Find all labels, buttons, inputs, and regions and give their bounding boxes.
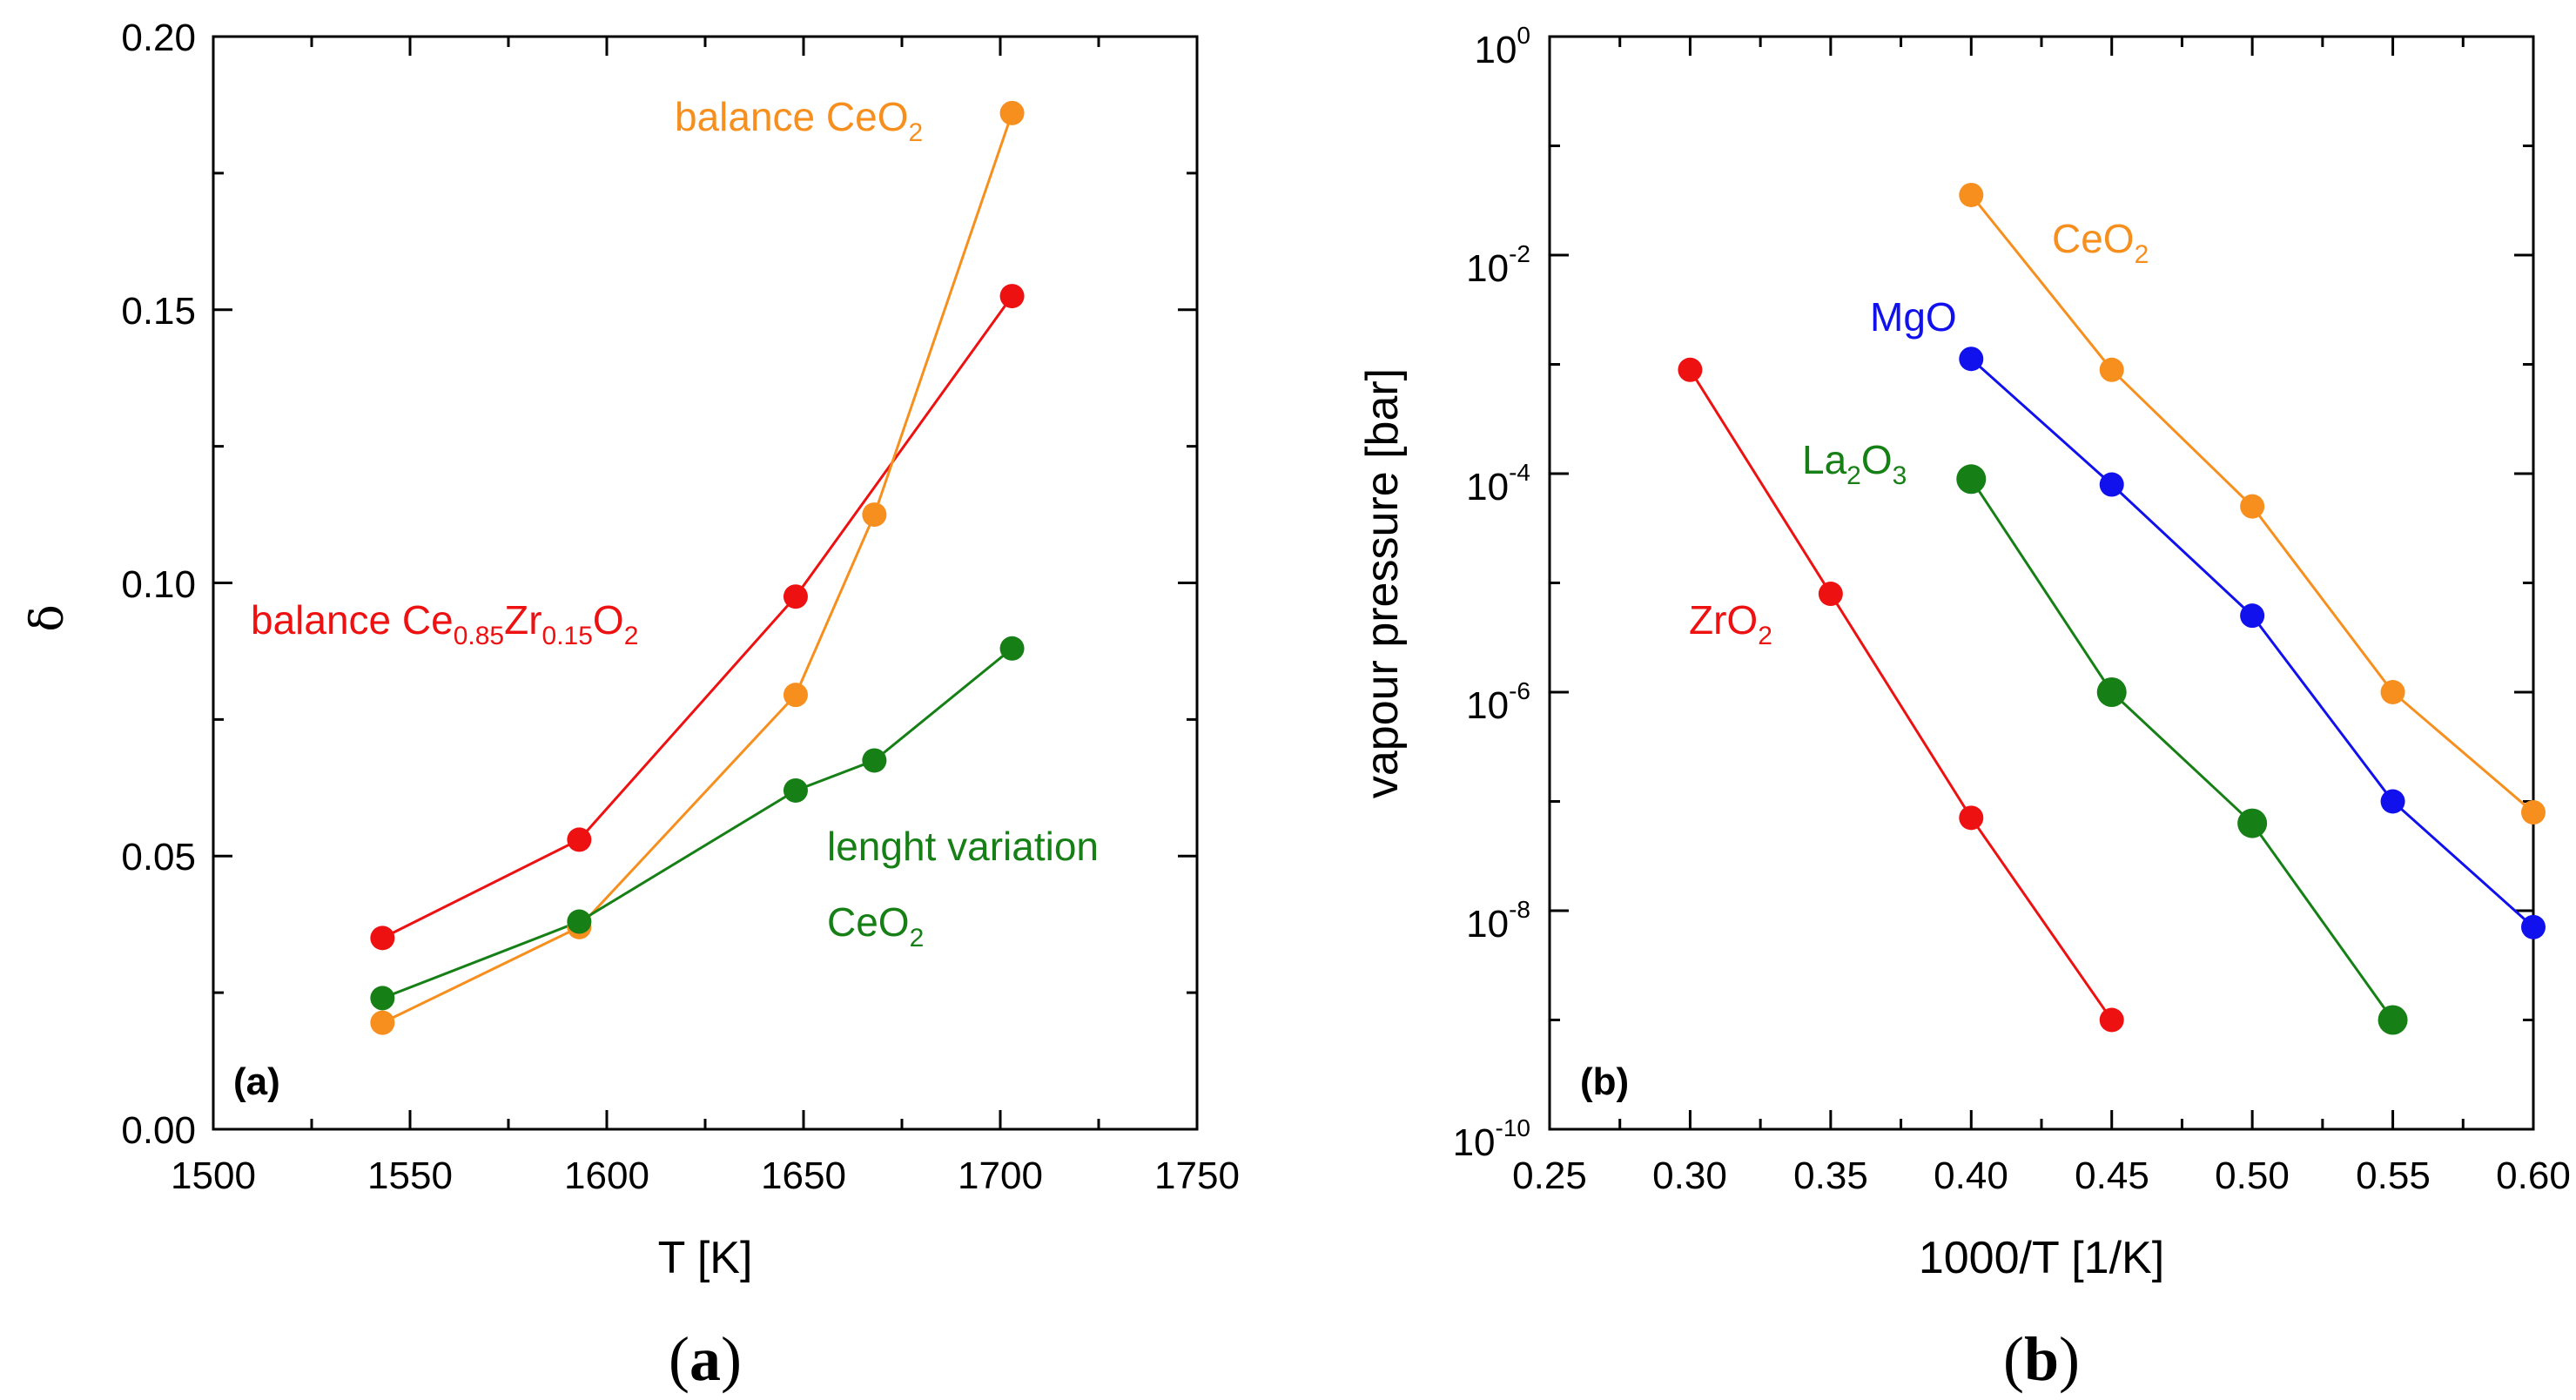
annotation-ceo2: CeO2 (2052, 216, 2149, 269)
y-tick-label: 10-4 (1466, 459, 1530, 508)
x-tick-label: 0.30 (1652, 1154, 1727, 1197)
y-tick-label: 10-2 (1466, 240, 1530, 290)
data-point-la2o3 (2096, 677, 2127, 707)
y-tick-label: 10-6 (1466, 677, 1530, 727)
data-point-balance-ce0-85zr0-15o2 (783, 584, 808, 609)
data-point-lenght-variation-ceo2 (370, 986, 395, 1011)
annotation-mgo: MgO (1870, 294, 1957, 340)
data-point-ceo2 (2521, 800, 2546, 825)
x-tick-label: 0.55 (2356, 1154, 2431, 1197)
data-point-la2o3 (1956, 464, 1987, 495)
x-axis-title: T [K] (658, 1233, 753, 1283)
data-point-mgo (2380, 789, 2405, 814)
data-point-lenght-variation-ceo2 (999, 636, 1025, 661)
data-point-mgo (1959, 347, 1984, 372)
data-point-zro2 (1959, 805, 1984, 831)
x-tick-label: 1600 (564, 1154, 649, 1197)
data-point-ceo2 (2380, 680, 2405, 704)
data-point-ceo2 (1959, 182, 1984, 207)
data-point-lenght-variation-ceo2 (862, 748, 887, 773)
series-points-a (370, 100, 1025, 1035)
series-line-balance-ceo2 (381, 112, 1013, 1024)
annotation-length-variation-ceo2: CeO2 (827, 899, 924, 952)
caption-b: (b) (2003, 1324, 2080, 1394)
data-point-lenght-variation-ceo2 (567, 909, 592, 934)
x-tick-label: 0.60 (2496, 1154, 2571, 1197)
x-tick-label: 0.45 (2075, 1154, 2149, 1197)
panel-tag-b: (b) (1580, 1060, 1629, 1103)
data-point-ceo2 (2240, 494, 2265, 519)
series-line-la2o3 (1970, 478, 2394, 1021)
x-tick-label: 1700 (958, 1154, 1043, 1197)
data-point-la2o3 (2378, 1005, 2408, 1035)
x-tick-label: 0.35 (1793, 1154, 1868, 1197)
series-line-zro2 (1689, 368, 2113, 1021)
data-point-balance-ce0-85zr0-15o2 (999, 284, 1025, 309)
data-point-mgo (2099, 472, 2124, 497)
x-tick-label: 1500 (171, 1154, 256, 1197)
data-point-mgo (2521, 914, 2546, 939)
y-axis-title: vapour pressure [bar] (1357, 368, 1408, 798)
x-tick-label: 1650 (761, 1154, 846, 1197)
series-line-mgo (1970, 358, 2534, 928)
series-lines-b (1689, 194, 2534, 1021)
chart-panel-b: 0.25 0.30 0.35 0.40 0.45 0.50 0.55 0.60 … (1357, 22, 2571, 1283)
annotation-balance-cezr: balance Ce0.85Zr0.15O2 (251, 597, 638, 650)
plot-frame-a (212, 35, 1199, 1131)
y-tick-label: 0.00 (121, 1109, 196, 1152)
data-point-balance-ceo2 (370, 1010, 395, 1035)
y-tick-label: 0.05 (121, 836, 196, 878)
x-tick-label: 0.25 (1512, 1154, 1587, 1197)
data-point-zro2 (1818, 582, 1843, 607)
data-point-zro2 (1678, 357, 1703, 382)
x-tick-label: 1550 (367, 1154, 453, 1197)
series-lines-a (381, 112, 1013, 1024)
y-tick-label: 0.20 (121, 17, 196, 59)
annotation-length-variation: lenght variation (827, 824, 1099, 869)
caption-a: (a) (669, 1324, 742, 1394)
data-point-balance-ce0-85zr0-15o2 (370, 925, 395, 951)
y-tick-label: 10-8 (1466, 896, 1530, 946)
y-tick-label: 0.10 (121, 563, 196, 606)
tick-marks-b (1548, 35, 2535, 1131)
x-tick-label: 1750 (1154, 1154, 1240, 1197)
y-tick-label: 0.15 (121, 290, 196, 333)
x-tick-label: 0.40 (1934, 1154, 2008, 1197)
data-point-mgo (2240, 603, 2265, 629)
tick-marks-a (212, 35, 1199, 1131)
y-axis-title: δ (22, 604, 74, 631)
series-line-balance-ce0-85zr0-15o2 (381, 295, 1013, 939)
annotation-la2o3: La2O3 (1802, 437, 1907, 490)
data-point-balance-ceo2 (862, 502, 887, 528)
annotation-balance-ceo2: balance CeO2 (675, 94, 923, 147)
x-tick-label: 0.50 (2215, 1154, 2290, 1197)
data-point-zro2 (2099, 1007, 2124, 1033)
data-point-balance-ceo2 (999, 100, 1025, 125)
data-point-ceo2 (2099, 357, 2124, 382)
chart-panel-a: 1500 1550 1600 1650 1700 1750 0.00 0.05 … (22, 17, 1240, 1283)
data-point-la2o3 (2237, 808, 2268, 838)
y-tick-label: 10-10 (1453, 1114, 1530, 1164)
annotation-zro2: ZrO2 (1689, 597, 1772, 650)
plot-frame-b (1548, 35, 2535, 1131)
x-axis-title: 1000/T [1/K] (1919, 1233, 2164, 1283)
series-points-b (1678, 182, 2546, 1035)
panel-tag-a: (a) (233, 1060, 280, 1103)
data-point-lenght-variation-ceo2 (783, 777, 808, 803)
y-tick-label: 100 (1474, 22, 1530, 71)
data-point-balance-ceo2 (783, 683, 808, 708)
data-point-balance-ce0-85zr0-15o2 (567, 827, 592, 852)
